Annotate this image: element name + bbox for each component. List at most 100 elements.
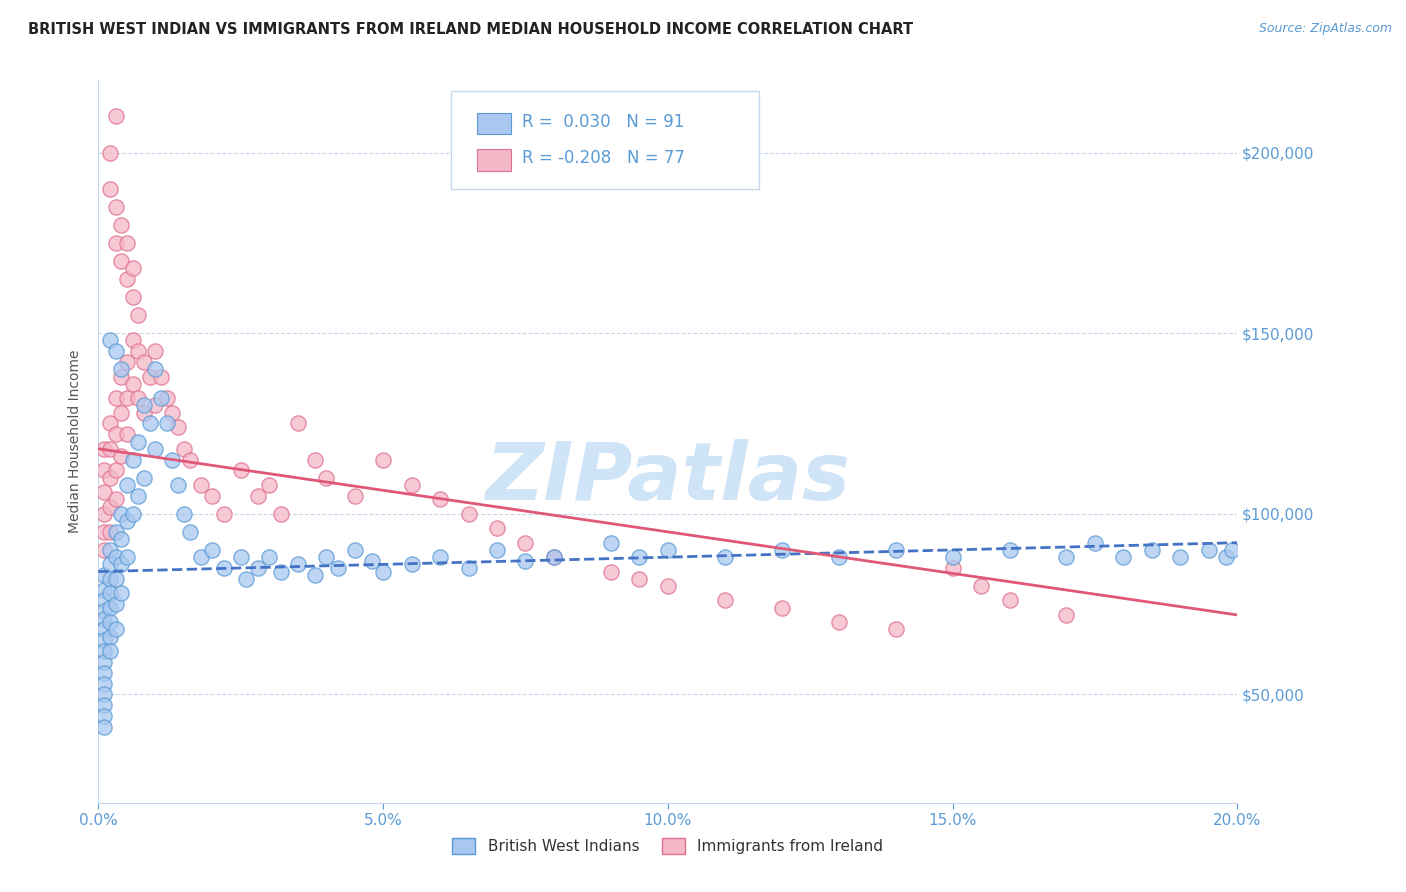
Point [201,489,224,503]
Point [714,550,737,565]
Point [98,334,121,348]
Point [104,524,127,539]
Point [121,261,143,276]
Point [287,558,309,572]
Point [287,417,309,431]
Point [229,550,252,565]
Point [93,655,115,669]
Point [127,489,149,503]
Point [93,485,115,500]
Point [246,489,269,503]
Point [998,593,1021,607]
FancyBboxPatch shape [477,149,510,170]
Point [179,452,201,467]
Point [401,558,423,572]
Point [150,369,173,384]
Point [486,542,509,557]
Text: ZIPatlas: ZIPatlas [485,439,851,516]
Point [115,427,138,442]
Point [628,572,651,586]
Point [98,600,121,615]
Point [98,542,121,557]
Point [104,572,127,586]
Point [93,442,115,456]
Point [145,398,167,412]
Point [93,687,115,701]
Point [173,507,195,521]
Point [127,308,149,322]
Text: Source: ZipAtlas.com: Source: ZipAtlas.com [1258,22,1392,36]
Point [998,542,1021,557]
Point [93,720,115,734]
Point [304,452,326,467]
Point [115,355,138,369]
Point [543,550,565,565]
Point [93,507,115,521]
Point [98,524,121,539]
Point [93,709,115,723]
Point [628,550,651,565]
Point [270,507,292,521]
Point [98,558,121,572]
Point [373,452,395,467]
Point [93,593,115,607]
Point [315,470,337,484]
Point [127,391,149,405]
Point [1112,550,1135,565]
Point [212,561,235,575]
Point [93,644,115,658]
Point [138,417,160,431]
Text: R = -0.208   N = 77: R = -0.208 N = 77 [522,149,685,168]
Point [93,582,115,597]
Point [145,362,167,376]
Point [110,218,132,232]
Point [104,427,127,442]
Point [373,565,395,579]
Point [98,586,121,600]
Point [104,463,127,477]
Point [167,478,190,492]
Point [93,542,115,557]
Text: BRITISH WEST INDIAN VS IMMIGRANTS FROM IRELAND MEDIAN HOUSEHOLD INCOME CORRELATI: BRITISH WEST INDIAN VS IMMIGRANTS FROM I… [28,22,914,37]
Point [145,442,167,456]
Point [429,550,451,565]
FancyBboxPatch shape [451,91,759,189]
Point [942,561,965,575]
Point [127,434,149,449]
Point [343,489,366,503]
Point [657,542,679,557]
Point [110,369,132,384]
Point [201,542,224,557]
Point [104,492,127,507]
Point [770,542,793,557]
Point [162,452,184,467]
Point [246,561,269,575]
Point [770,600,793,615]
Point [121,452,143,467]
Point [1056,550,1078,565]
Point [1140,542,1163,557]
Point [115,478,138,492]
Point [173,442,195,456]
Point [1170,550,1192,565]
Point [229,463,252,477]
FancyBboxPatch shape [477,112,510,135]
Point [98,630,121,644]
Point [315,550,337,565]
Point [179,524,201,539]
Point [884,542,907,557]
Point [156,391,179,405]
Point [270,565,292,579]
Point [93,524,115,539]
Point [104,623,127,637]
Point [1198,542,1220,557]
Point [132,398,155,412]
Point [110,406,132,420]
Point [1056,607,1078,622]
Point [515,535,537,549]
Point [104,200,127,214]
Point [104,235,127,250]
Point [115,235,138,250]
Point [104,344,127,359]
Point [98,181,121,195]
